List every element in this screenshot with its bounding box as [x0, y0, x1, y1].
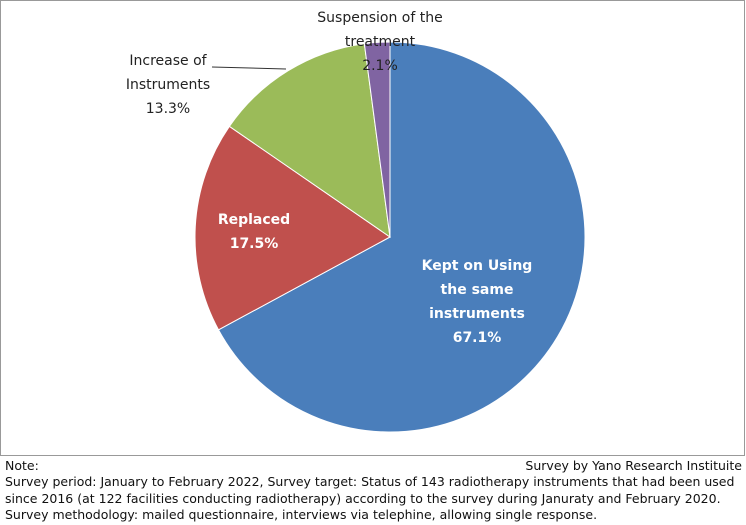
note-title: Note: [5, 458, 39, 473]
category-label: Suspension of the treatment [317, 10, 443, 50]
slice-label: Suspension of the treatment 2.1% [305, 6, 455, 78]
category-label: Replaced [217, 212, 291, 228]
leader-line [211, 66, 287, 70]
source: Survey by Yano Research Instituite [525, 458, 742, 473]
slice-label: Replaced 17.5% [209, 208, 299, 256]
category-label: Kept on Using the same instruments [421, 258, 533, 322]
chart [0, 0, 745, 456]
value-label: 13.3% [145, 101, 191, 117]
pie-slice [194, 125, 391, 331]
slice-label: Increase of Instruments 13.3% [113, 49, 223, 121]
pie-slice [363, 41, 391, 238]
value-label: 17.5% [229, 236, 279, 252]
slice-label: Kept on Using the same instruments 67.1% [412, 254, 542, 350]
value-label: 2.1% [362, 58, 398, 74]
note-text: Survey period: January to February 2022,… [5, 474, 735, 522]
pie-slice [217, 41, 586, 433]
pie-slice [228, 43, 391, 239]
value-label: 67.1% [452, 330, 502, 346]
category-label: Increase of Instruments [125, 53, 211, 93]
